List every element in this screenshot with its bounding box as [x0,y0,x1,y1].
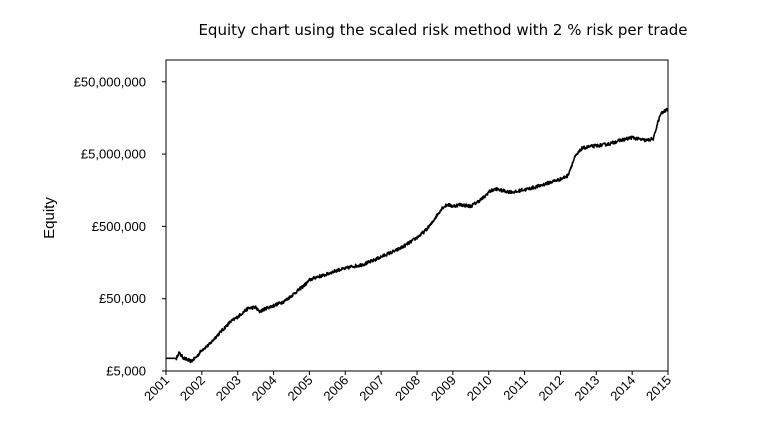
x-tick-label: 2010 [464,373,495,404]
x-tick-label: 2003 [213,373,244,404]
series-layer [165,107,669,364]
x-tick-label: 2008 [392,373,423,404]
x-tick-label: 2004 [249,373,280,404]
y-tick-label: £50,000 [99,291,146,306]
x-tick-label: 2006 [320,373,351,404]
x-tick-label: 2005 [284,373,315,404]
x-tick-label: 2015 [643,373,674,404]
x-axis-ticks: 2001 2002 2003 2004 2005 2006 2007 2008 2009 2010… [141,371,674,404]
y-tick-label: £5,000 [106,364,146,379]
x-tick-label: 2002 [177,373,208,404]
y-axis-label: Equity [41,197,58,239]
equity-series-line [165,107,669,364]
chart-title: Equity chart using the scaled risk metho… [198,21,687,39]
x-tick-label: 2014 [607,373,638,404]
x-tick-label: 2012 [535,373,566,404]
plot-area-frame [165,59,669,372]
x-tick-label: 2009 [428,373,459,404]
x-tick-label: 2013 [571,373,602,404]
x-tick-label: 2007 [356,373,387,404]
y-tick-label: £5,000,000 [81,147,146,162]
x-tick-label: 2011 [500,373,530,403]
y-tick-label: £50,000,000 [74,74,146,89]
y-axis-ticks: £5,000 £50,000 £500,000 £5,000,000 £50,000,0… [74,74,166,379]
y-tick-label: £500,000 [92,219,146,234]
